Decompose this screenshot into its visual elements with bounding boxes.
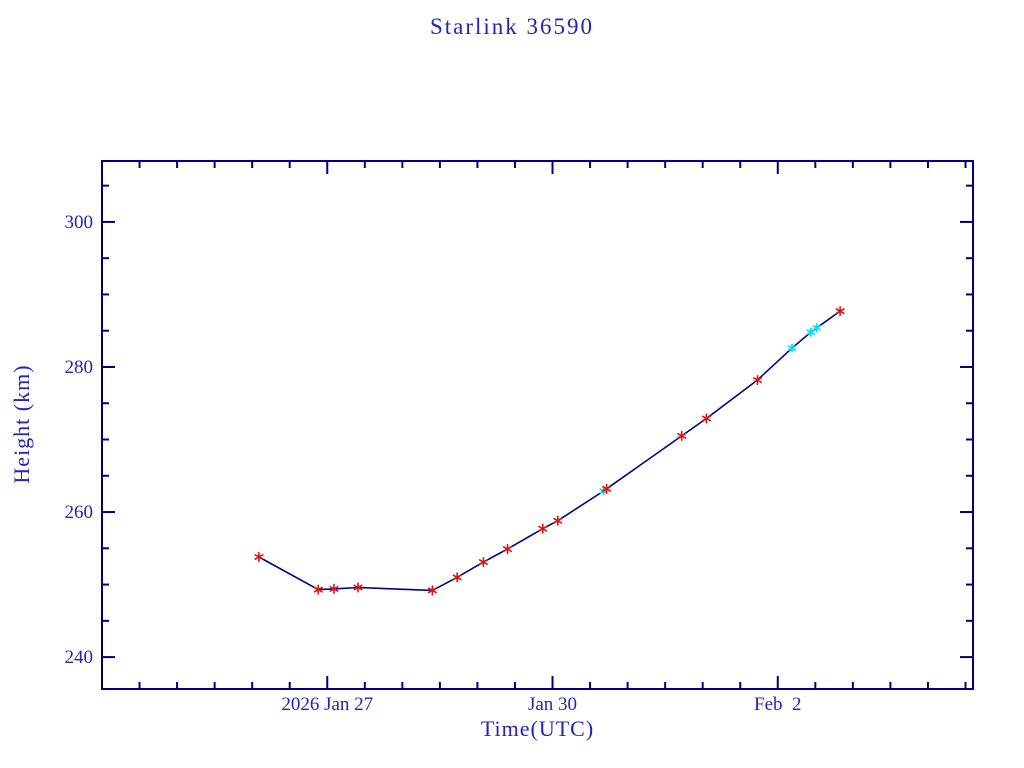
height-trend-line bbox=[258, 310, 841, 592]
predicted-point-marker bbox=[787, 343, 797, 353]
observed-point-marker bbox=[502, 543, 513, 555]
observed-point-marker bbox=[452, 572, 462, 583]
marker-spoke bbox=[254, 553, 264, 560]
observed-point-marker bbox=[752, 374, 763, 386]
y-tick-label: 280 bbox=[65, 357, 94, 378]
x-tick-label: Jan 30 bbox=[528, 694, 577, 715]
observed-point-marker bbox=[553, 515, 563, 526]
observed-point-marker bbox=[538, 523, 548, 534]
observed-point-marker bbox=[427, 585, 437, 596]
predicted-point-marker bbox=[806, 327, 815, 337]
observed-point-marker bbox=[701, 413, 712, 424]
observed-point-marker bbox=[329, 583, 339, 595]
marker-spoke bbox=[313, 586, 323, 593]
observed-point-marker bbox=[353, 582, 363, 593]
x-axis-label: Time(UTC) bbox=[480, 716, 595, 741]
marker-spoke bbox=[835, 308, 845, 315]
marker-spoke bbox=[329, 585, 339, 592]
height-trend-polyline bbox=[258, 310, 841, 592]
marker-spoke bbox=[602, 485, 612, 492]
y-tick-label: 300 bbox=[65, 212, 94, 233]
observed-point-marker bbox=[313, 584, 323, 595]
observed-points bbox=[254, 305, 845, 596]
marker-spoke bbox=[752, 377, 763, 384]
marker-spoke bbox=[677, 432, 687, 439]
y-tick-label: 260 bbox=[65, 502, 94, 523]
observed-point-marker bbox=[835, 305, 845, 317]
y-tick-labels: 240 260 280 300 bbox=[65, 212, 94, 668]
x-tick-labels: 2026 Jan 27 Jan 30 Feb 2 bbox=[281, 694, 801, 715]
marker-spoke bbox=[787, 345, 797, 351]
x-tick-label: Feb 2 bbox=[754, 694, 802, 715]
y-tick-label: 240 bbox=[65, 647, 94, 668]
observed-point-marker bbox=[478, 556, 489, 568]
axes-frame bbox=[101, 160, 974, 690]
marker-spoke bbox=[452, 574, 462, 581]
plot-frame bbox=[101, 160, 974, 690]
marker-spoke bbox=[353, 584, 363, 591]
x-tick-label: 2026 Jan 27 bbox=[281, 694, 373, 715]
marker-spoke bbox=[502, 546, 513, 553]
predicted-point-marker bbox=[812, 323, 821, 333]
marker-spoke bbox=[806, 329, 815, 335]
marker-spoke bbox=[427, 587, 437, 594]
observed-point-marker bbox=[602, 483, 612, 494]
observed-point-marker bbox=[254, 551, 264, 563]
y-axis-label: Height (km) bbox=[9, 364, 34, 484]
marker-spoke bbox=[701, 415, 712, 422]
marker-spoke bbox=[478, 559, 489, 566]
observed-point-marker bbox=[677, 430, 687, 442]
marker-spoke bbox=[538, 525, 548, 532]
marker-spoke bbox=[812, 325, 821, 331]
chart-title: Starlink 36590 bbox=[429, 14, 595, 39]
marker-spoke bbox=[553, 517, 563, 524]
